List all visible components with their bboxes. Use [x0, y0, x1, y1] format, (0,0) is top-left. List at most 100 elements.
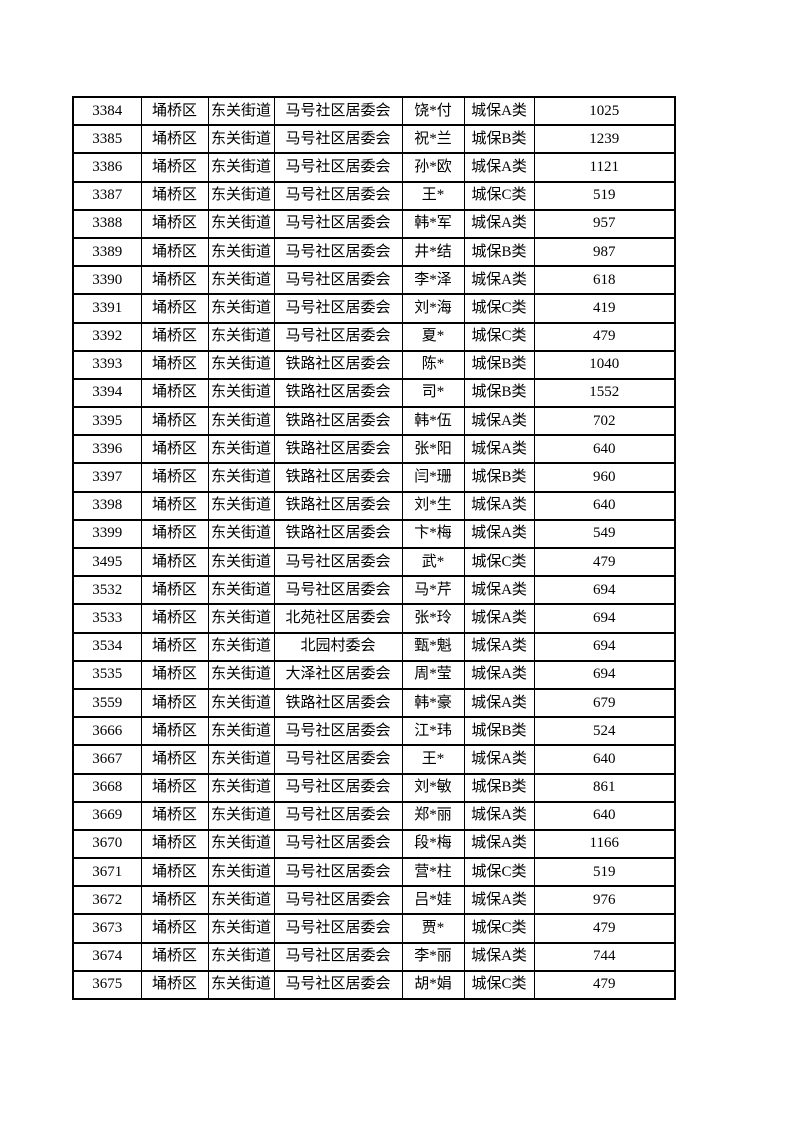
- cell-insurance-category: 城保A类: [463, 406, 535, 437]
- cell-district: 埇桥区: [140, 518, 209, 550]
- cell-insurance-category: 城保A类: [463, 603, 535, 634]
- cell-committee: 铁路社区居委会: [273, 349, 403, 380]
- table-row: 3387 埇桥区 东关街道 马号社区居委会 王* 城保C类 519: [72, 180, 676, 211]
- cell-serial-number: 3390: [72, 265, 142, 296]
- cell-amount: 679: [533, 687, 676, 719]
- cell-serial-number: 3386: [72, 152, 142, 183]
- table-row: 3394 埇桥区 东关街道 铁路社区居委会 司* 城保B类 1552: [72, 377, 676, 409]
- cell-district: 埇桥区: [140, 490, 209, 521]
- cell-serial-number: 3388: [72, 208, 142, 239]
- cell-insurance-category: 城保B类: [463, 716, 535, 747]
- cell-person-name: 马*芹: [401, 575, 465, 606]
- cell-street: 东关街道: [207, 913, 275, 944]
- cell-committee: 北苑社区居委会: [273, 603, 403, 634]
- table-row: 3668 埇桥区 东关街道 马号社区居委会 刘*敏 城保B类 861: [72, 772, 676, 803]
- cell-serial-number: 3673: [72, 913, 142, 944]
- cell-amount: 1552: [533, 377, 676, 409]
- cell-street: 东关街道: [207, 490, 275, 521]
- cell-district: 埇桥区: [140, 236, 209, 268]
- benefits-table: 3384 埇桥区 东关街道 马号社区居委会 饶*付 城保A类 1025 3385…: [72, 95, 676, 1001]
- cell-committee: 马号社区居委会: [273, 95, 403, 127]
- cell-serial-number: 3397: [72, 462, 142, 493]
- cell-amount: 640: [533, 800, 676, 831]
- cell-serial-number: 3389: [72, 236, 142, 268]
- cell-insurance-category: 城保C类: [463, 857, 535, 888]
- cell-amount: 861: [533, 772, 676, 803]
- cell-insurance-category: 城保C类: [463, 180, 535, 211]
- table-row: 3392 埇桥区 东关街道 马号社区居委会 夏* 城保C类 479: [72, 321, 676, 352]
- cell-amount: 694: [533, 603, 676, 634]
- cell-insurance-category: 城保A类: [463, 800, 535, 831]
- cell-amount: 957: [533, 208, 676, 239]
- cell-committee: 马号社区居委会: [273, 546, 403, 578]
- cell-serial-number: 3534: [72, 631, 142, 662]
- cell-serial-number: 3670: [72, 828, 142, 860]
- cell-district: 埇桥区: [140, 349, 209, 380]
- cell-serial-number: 3535: [72, 659, 142, 690]
- cell-district: 埇桥区: [140, 631, 209, 662]
- cell-district: 埇桥区: [140, 603, 209, 634]
- cell-committee: 铁路社区居委会: [273, 406, 403, 437]
- cell-committee: 马号社区居委会: [273, 828, 403, 860]
- cell-serial-number: 3396: [72, 434, 142, 465]
- cell-committee: 马号社区居委会: [273, 857, 403, 888]
- cell-street: 东关街道: [207, 941, 275, 972]
- cell-serial-number: 3669: [72, 800, 142, 831]
- cell-district: 埇桥区: [140, 95, 209, 127]
- cell-person-name: 江*玮: [401, 716, 465, 747]
- cell-district: 埇桥区: [140, 546, 209, 578]
- table-row: 3670 埇桥区 东关街道 马号社区居委会 段*梅 城保A类 1166: [72, 828, 676, 860]
- cell-insurance-category: 城保B类: [463, 236, 535, 268]
- cell-person-name: 刘*生: [401, 490, 465, 521]
- cell-committee: 铁路社区居委会: [273, 490, 403, 521]
- cell-street: 东关街道: [207, 631, 275, 662]
- cell-amount: 640: [533, 490, 676, 521]
- cell-insurance-category: 城保A类: [463, 152, 535, 183]
- cell-insurance-category: 城保C类: [463, 969, 535, 1001]
- cell-serial-number: 3399: [72, 518, 142, 550]
- cell-committee: 马号社区居委会: [273, 236, 403, 268]
- cell-insurance-category: 城保B类: [463, 462, 535, 493]
- cell-district: 埇桥区: [140, 687, 209, 719]
- cell-committee: 铁路社区居委会: [273, 518, 403, 550]
- cell-committee: 铁路社区居委会: [273, 434, 403, 465]
- cell-committee: 马号社区居委会: [273, 885, 403, 916]
- cell-serial-number: 3675: [72, 969, 142, 1001]
- cell-insurance-category: 城保C类: [463, 293, 535, 324]
- cell-street: 东关街道: [207, 152, 275, 183]
- cell-person-name: 王*: [401, 180, 465, 211]
- cell-serial-number: 3385: [72, 124, 142, 155]
- cell-district: 埇桥区: [140, 462, 209, 493]
- table-row: 3386 埇桥区 东关街道 马号社区居委会 孙*欧 城保A类 1121: [72, 152, 676, 183]
- table-row: 3390 埇桥区 东关街道 马号社区居委会 李*泽 城保A类 618: [72, 265, 676, 296]
- cell-amount: 702: [533, 406, 676, 437]
- table-row: 3559 埇桥区 东关街道 铁路社区居委会 韩*豪 城保A类 679: [72, 687, 676, 719]
- cell-serial-number: 3395: [72, 406, 142, 437]
- cell-person-name: 饶*付: [401, 95, 465, 127]
- cell-insurance-category: 城保A类: [463, 490, 535, 521]
- cell-insurance-category: 城保A类: [463, 518, 535, 550]
- cell-district: 埇桥区: [140, 208, 209, 239]
- table-row: 3673 埇桥区 东关街道 马号社区居委会 贾* 城保C类 479: [72, 913, 676, 944]
- cell-district: 埇桥区: [140, 293, 209, 324]
- cell-committee: 马号社区居委会: [273, 180, 403, 211]
- table-row: 3669 埇桥区 东关街道 马号社区居委会 郑*丽 城保A类 640: [72, 800, 676, 831]
- cell-district: 埇桥区: [140, 152, 209, 183]
- cell-insurance-category: 城保C类: [463, 913, 535, 944]
- cell-person-name: 刘*敏: [401, 772, 465, 803]
- cell-insurance-category: 城保B类: [463, 124, 535, 155]
- cell-amount: 960: [533, 462, 676, 493]
- cell-district: 埇桥区: [140, 377, 209, 409]
- cell-street: 东关街道: [207, 603, 275, 634]
- cell-amount: 640: [533, 744, 676, 775]
- table-row: 3384 埇桥区 东关街道 马号社区居委会 饶*付 城保A类 1025: [72, 95, 676, 127]
- cell-serial-number: 3393: [72, 349, 142, 380]
- table-row: 3533 埇桥区 东关街道 北苑社区居委会 张*玲 城保A类 694: [72, 603, 676, 634]
- cell-district: 埇桥区: [140, 913, 209, 944]
- table-row: 3388 埇桥区 东关街道 马号社区居委会 韩*军 城保A类 957: [72, 208, 676, 239]
- cell-street: 东关街道: [207, 124, 275, 155]
- cell-person-name: 刘*海: [401, 293, 465, 324]
- cell-person-name: 胡*娟: [401, 969, 465, 1001]
- cell-amount: 479: [533, 969, 676, 1001]
